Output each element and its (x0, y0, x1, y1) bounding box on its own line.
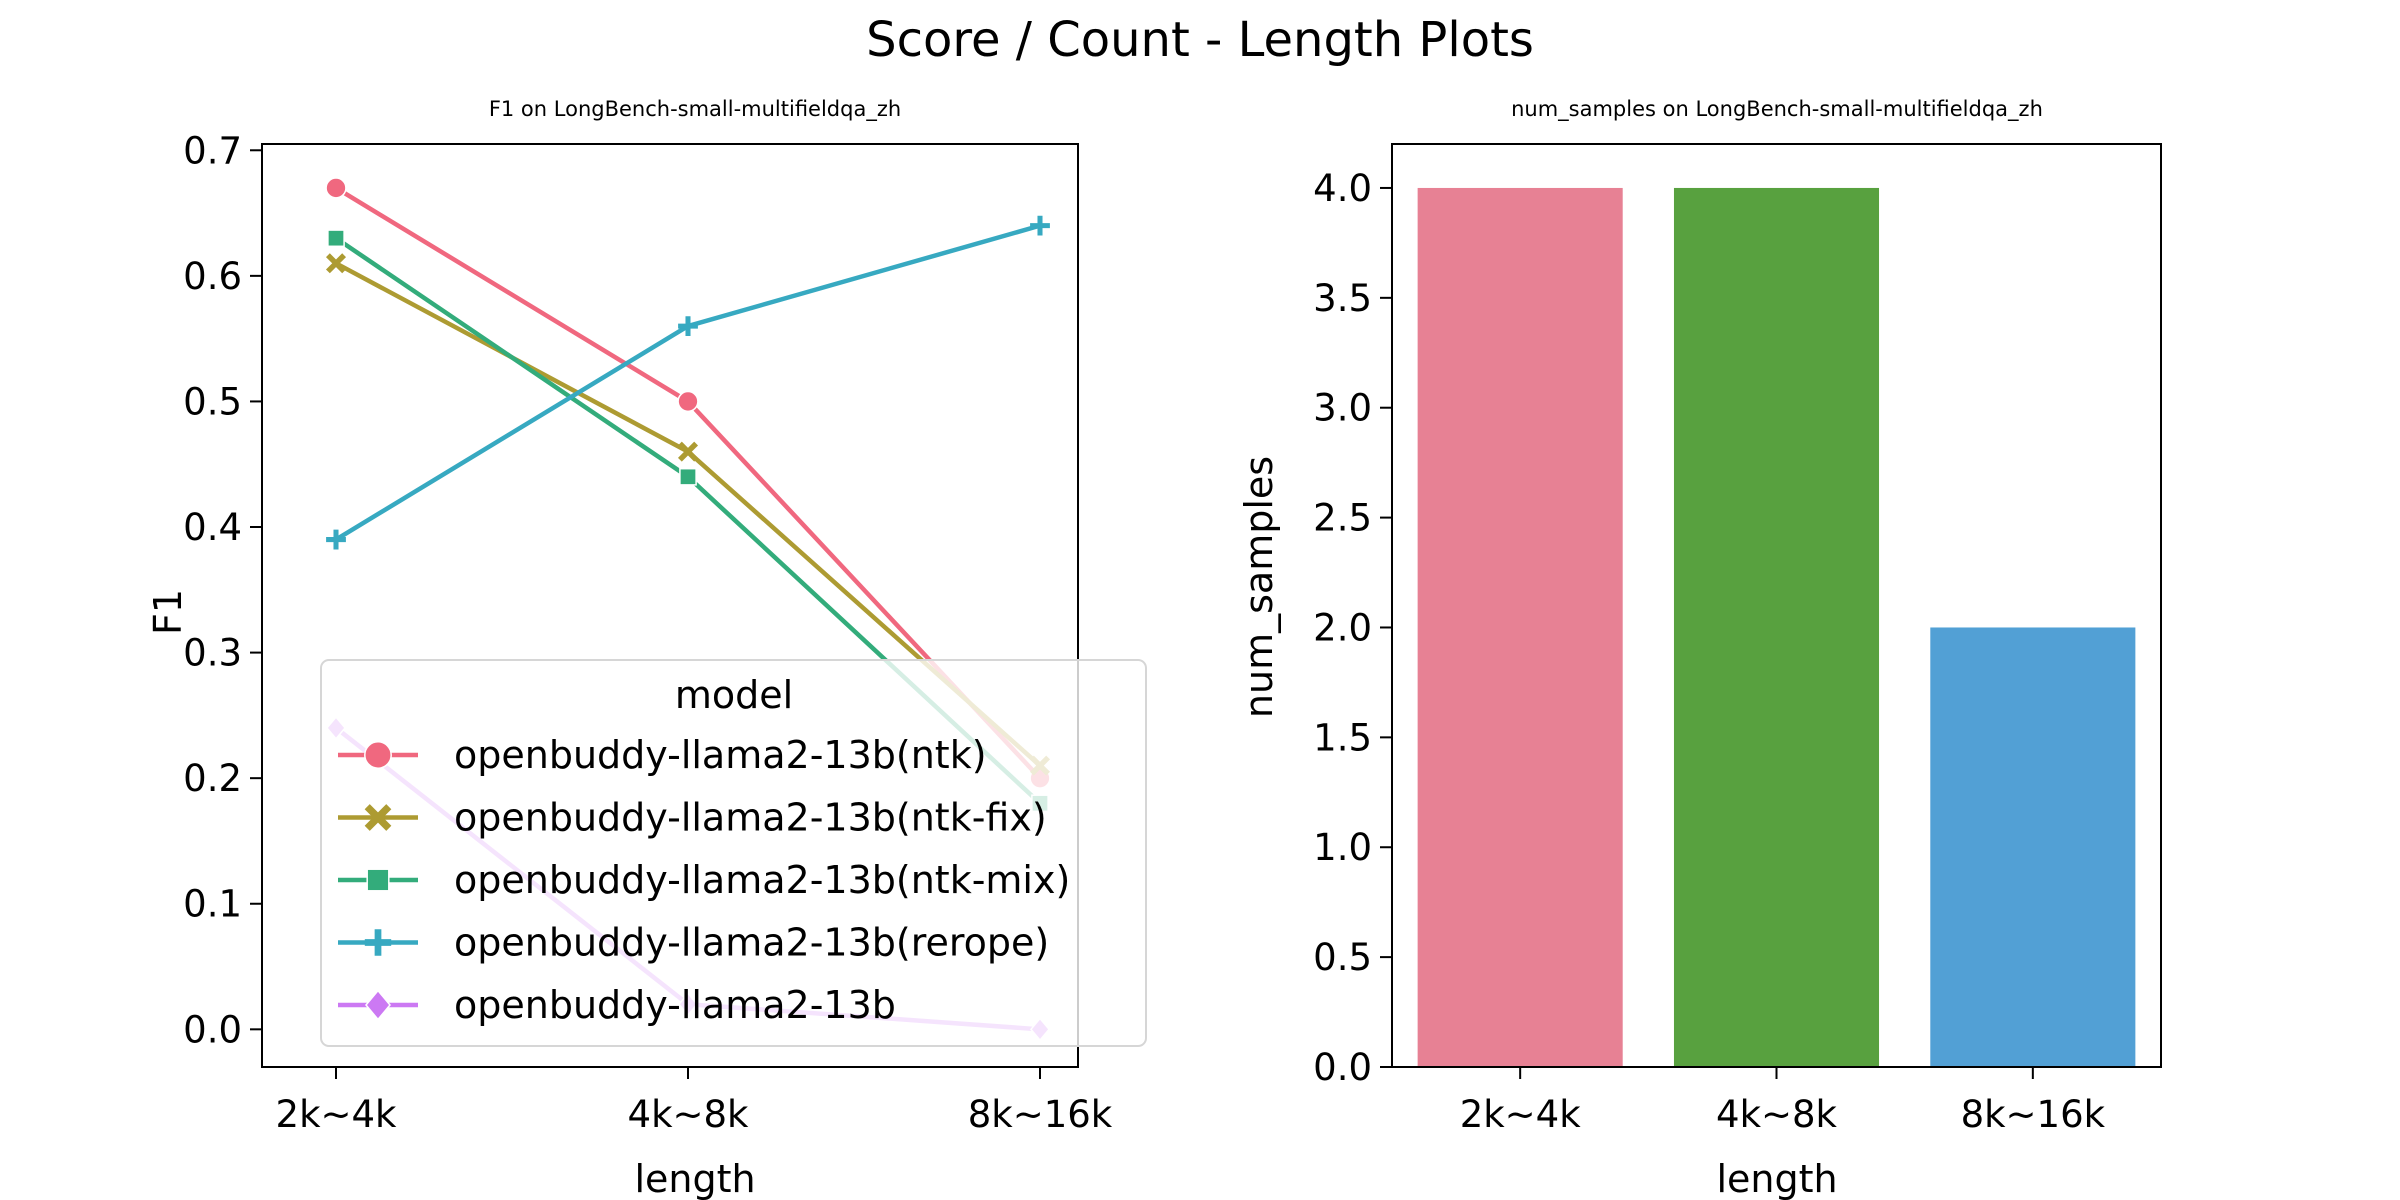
bar-chart-y-label: num_samples (1237, 456, 1281, 718)
data-point (325, 253, 347, 274)
legend-item: openbuddy-llama2-13b (338, 983, 896, 1027)
y-tick-label: 1.0 (1313, 826, 1372, 869)
legend-marker (365, 989, 391, 1021)
bar-chart-y-axis: 0.0 0.5 1.0 1.5 2.0 2.5 3.0 3.5 4.0 (1313, 167, 1392, 1089)
series-openbuddy-llama2-13b-rerope (326, 215, 1050, 550)
bar-chart-title: num_samples on LongBench-small-multifiel… (1511, 97, 2043, 122)
y-tick-label: 0.0 (1313, 1046, 1372, 1089)
y-tick-label: 0.4 (183, 506, 242, 549)
bar-8k-16k (1930, 627, 2136, 1067)
figure-title: Score / Count - Length Plots (866, 12, 1534, 68)
legend-marker (364, 804, 392, 831)
series-line (334, 223, 1041, 542)
bar-2k-4k (1417, 187, 1623, 1067)
legend-label: openbuddy-llama2-13b(rerope) (454, 921, 1049, 965)
legend-label: openbuddy-llama2-13b (454, 983, 896, 1027)
bar-chart-x-axis: 2k~4k 4k~8k 8k~16k (1460, 1067, 2106, 1136)
line-chart-x-axis: 2k~4k 4k~8k 8k~16k (276, 1067, 1113, 1136)
data-point (679, 467, 697, 486)
legend-title: model (675, 673, 793, 717)
bar-chart-x-label: length (1716, 1157, 1837, 1200)
data-point (1030, 215, 1050, 236)
x-tick-label: 4k~8k (1716, 1093, 1838, 1136)
y-tick-label: 2.5 (1313, 497, 1372, 540)
y-tick-label: 0.6 (183, 255, 242, 298)
bar-chart: num_samples on LongBench-small-multifiel… (1237, 97, 2162, 1200)
y-tick-label: 0.3 (183, 632, 242, 675)
y-tick-label: 0.5 (183, 380, 242, 423)
data-point (326, 529, 346, 550)
data-point (327, 229, 345, 248)
legend-label: openbuddy-llama2-13b(ntk) (454, 733, 987, 777)
y-tick-label: 2.0 (1313, 606, 1372, 649)
line-chart-x-label: length (634, 1157, 755, 1200)
y-tick-label: 3.5 (1313, 277, 1372, 320)
legend-box (320, 659, 1147, 1047)
line-chart: F1 on LongBench-small-multifieldqa_zh 0.… (146, 97, 1147, 1200)
y-tick-label: 1.5 (1313, 716, 1372, 759)
line-chart-y-label: F1 (146, 589, 190, 635)
bar-chart-bars (1417, 187, 2136, 1067)
y-tick-label: 0.0 (183, 1008, 242, 1051)
data-point (325, 177, 347, 199)
legend-label: openbuddy-llama2-13b(ntk-mix) (454, 858, 1070, 902)
legend-marker (366, 868, 390, 892)
line-chart-frame (261, 143, 1079, 1068)
y-tick-label: 0.1 (183, 883, 242, 926)
legend-items: openbuddy-llama2-13b(ntk) openbuddy-llama… (338, 733, 1070, 1027)
y-tick-label: 0.5 (1313, 936, 1372, 979)
x-tick-label: 2k~4k (1460, 1093, 1582, 1136)
x-tick-label: 4k~8k (628, 1093, 750, 1136)
legend-item: openbuddy-llama2-13b(ntk) (338, 733, 987, 777)
legend-marker (364, 929, 392, 956)
legend-label: openbuddy-llama2-13b(ntk-fix) (454, 796, 1047, 840)
data-point (677, 390, 699, 413)
bar-chart-frame (1391, 143, 2162, 1068)
line-chart-title: F1 on LongBench-small-multifieldqa_zh (489, 97, 901, 122)
y-tick-label: 0.7 (183, 129, 242, 172)
legend-item: openbuddy-llama2-13b(ntk-fix) (338, 796, 1047, 840)
bar-4k-8k (1673, 187, 1880, 1067)
data-point (678, 316, 698, 336)
line-chart-y-axis: 0.0 0.1 0.2 0.3 0.4 0.5 0.6 0.7 (183, 129, 262, 1051)
data-point (677, 441, 699, 462)
legend-item: openbuddy-llama2-13b(ntk-mix) (338, 858, 1070, 902)
line-chart-legend: model openbuddy-llama2-13b(ntk)openbuddy… (320, 659, 1147, 1047)
x-tick-label: 8k~16k (968, 1093, 1113, 1136)
x-tick-label: 2k~4k (276, 1093, 398, 1136)
y-tick-label: 4.0 (1313, 167, 1372, 210)
y-tick-label: 0.2 (183, 757, 242, 800)
legend-marker (364, 741, 392, 769)
y-tick-label: 3.0 (1313, 387, 1372, 430)
legend-item: openbuddy-llama2-13b(rerope) (338, 921, 1049, 965)
x-tick-label: 8k~16k (1961, 1093, 2106, 1136)
